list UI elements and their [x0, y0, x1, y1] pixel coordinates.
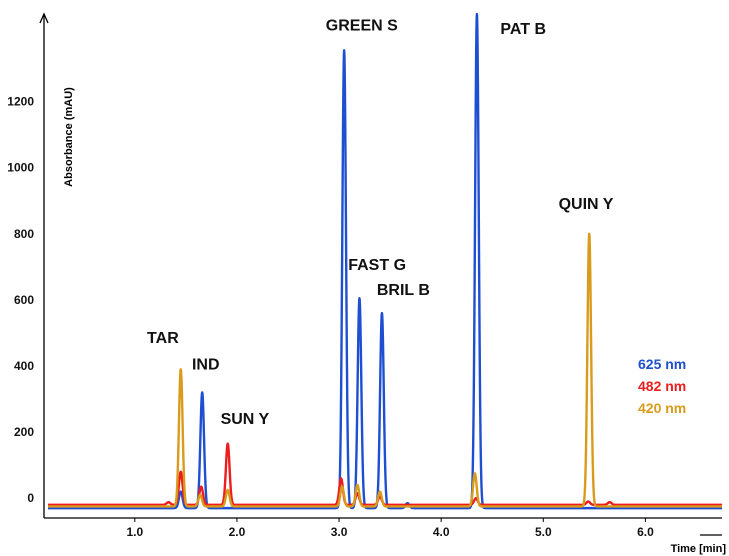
- peak-label: FAST G: [348, 257, 406, 274]
- y-tick-label: 0: [27, 491, 34, 505]
- series-line-625-nm: [47, 12, 723, 510]
- legend-entry: 420 nm: [638, 400, 686, 416]
- y-tick-label: 1200: [7, 95, 34, 109]
- y-tick-label: 800: [14, 227, 34, 241]
- x-tick-label: 6.0: [637, 525, 654, 539]
- y-axis-title: Absorbance (mAU): [63, 87, 75, 187]
- x-tick-label: 1.0: [126, 525, 143, 539]
- x-tick-label: 5.0: [535, 525, 552, 539]
- series-layer: [47, 12, 723, 510]
- x-tick-label: 3.0: [331, 525, 348, 539]
- peak-label: PAT B: [500, 21, 546, 38]
- peak-label: SUN Y: [221, 411, 270, 428]
- peak-label: TAR: [147, 330, 179, 347]
- peak-annotations: TAR IND SUN Y GREEN S FAST G BRIL B PAT B QUIN …: [147, 18, 614, 428]
- x-axis-title: Time [min]: [671, 543, 727, 555]
- peak-label: QUIN Y: [559, 196, 614, 213]
- peak-label: BRIL B: [377, 282, 430, 299]
- peak-label: GREEN S: [326, 18, 398, 35]
- x-axis: 1.0 2.0 3.0 4.0 5.0 6.0 Time [min]: [44, 517, 727, 555]
- legend-entry: 625 nm: [638, 356, 686, 372]
- x-tick-label: 4.0: [433, 525, 450, 539]
- legend: 625 nm 482 nm 420 nm: [638, 356, 686, 416]
- series-line-420-nm: [47, 232, 723, 508]
- peak-label: IND: [192, 356, 220, 373]
- y-tick-label: 600: [14, 293, 34, 307]
- legend-entry: 482 nm: [638, 378, 686, 394]
- y-tick-label: 400: [14, 359, 34, 373]
- x-tick-label: 2.0: [229, 525, 246, 539]
- y-tick-label: 1000: [7, 161, 34, 175]
- y-axis: 0 200 400 600 800 1000 1200 Absorbance (mAU): [7, 12, 75, 518]
- y-axis-arrow: [39, 12, 49, 24]
- y-tick-label: 200: [14, 425, 34, 439]
